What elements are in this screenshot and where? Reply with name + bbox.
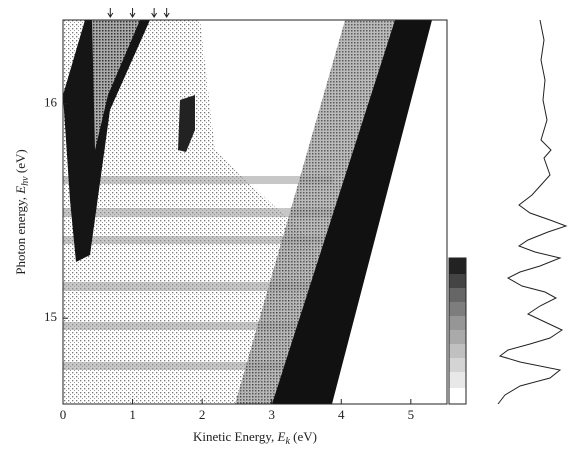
colorbar	[448, 257, 467, 405]
x-tick-label: 0	[60, 407, 67, 422]
y-tick-label: 15	[44, 309, 57, 324]
x-tick-label: 3	[268, 407, 275, 422]
y-tick-label: 16	[44, 95, 58, 110]
intensity-map	[63, 20, 447, 404]
x-label-text: Kinetic Energy,	[193, 429, 277, 444]
y-label-text: Photon energy,	[13, 194, 28, 275]
x-tick-label: 1	[129, 407, 136, 422]
arrow-marker	[129, 8, 136, 18]
arrow-marker	[107, 8, 114, 18]
x-tick-label: 4	[338, 407, 345, 422]
y-label-symbol: E	[13, 186, 28, 195]
x-axis-title: Kinetic Energy, Ek (eV)	[193, 429, 317, 447]
y-axis-title: Photon energy, Ehν (eV)	[13, 149, 31, 274]
x-tick-label: 5	[408, 407, 415, 422]
x-label-unit: (eV)	[290, 429, 317, 444]
y-label-unit: (eV)	[13, 149, 28, 176]
y-label-subscript: hν	[20, 176, 31, 186]
plot-frame	[62, 19, 448, 405]
arrow-marker	[163, 8, 170, 18]
x-label-subscript: k	[285, 436, 290, 447]
x-tick-label: 2	[199, 407, 206, 422]
arrow-marker	[151, 8, 158, 18]
side-spectrum	[497, 19, 568, 405]
x-label-symbol: E	[277, 429, 286, 444]
